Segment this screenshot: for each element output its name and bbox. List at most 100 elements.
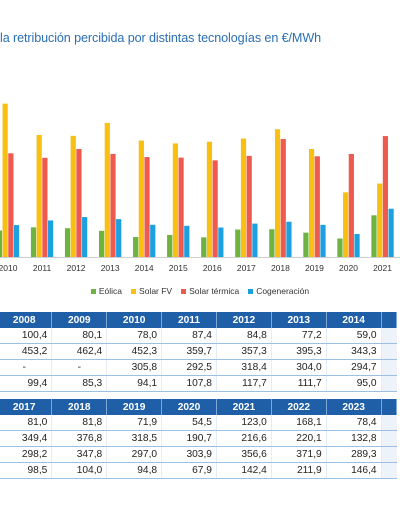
legend-item-solar-fv: Solar FV — [131, 286, 172, 296]
bar-cogeneracion-2020 — [354, 233, 360, 257]
year-header-overflow — [381, 312, 398, 328]
table-cell: 318,5 — [106, 430, 163, 447]
table-cell: 94,1 — [106, 375, 163, 392]
table-row: 99,4 85,3 94,1 107,8 117,7 111,7 95,0 — [0, 375, 397, 392]
bar-solar-fv-2011 — [36, 135, 42, 257]
table-cell: 107,8 — [161, 375, 217, 392]
table-cell: 78,4 — [326, 415, 382, 431]
table-cell: 297,0 — [106, 446, 163, 463]
bar-eolica-2014 — [133, 236, 139, 257]
table-cell: 462,4 — [51, 343, 108, 360]
bar-cogeneracion-2018 — [286, 221, 292, 257]
table-cell: 85,3 — [51, 375, 108, 392]
x-tick-label: 2016 — [203, 263, 222, 273]
bar-cogeneracion-2021 — [388, 208, 394, 257]
bar-solar-fv-2018 — [274, 129, 281, 257]
bar-solar-fv-2015 — [172, 143, 178, 257]
year-header: 2019 — [106, 399, 163, 415]
table-cell: 305,8 — [106, 359, 163, 376]
x-tick-label: 2019 — [305, 263, 324, 273]
table-cell: 359,7 — [161, 343, 217, 360]
table-cell-overflow — [381, 375, 397, 392]
table-cell: 190,7 — [161, 430, 217, 447]
bar-solar-fv-2016 — [206, 141, 213, 257]
legend-swatch-eolica — [90, 288, 96, 294]
x-tick-label: 2018 — [271, 263, 290, 273]
table-cell: 376,8 — [51, 430, 108, 447]
table-cell: 349,4 — [0, 430, 53, 447]
year-header: 2013 — [271, 312, 327, 328]
table-cell: 59,0 — [326, 328, 382, 344]
year-header: 2009 — [51, 312, 108, 328]
x-tick-label: 2011 — [33, 263, 52, 273]
table-cell: 95,0 — [326, 375, 382, 392]
year-header: 2020 — [161, 399, 217, 415]
bar-solar-termica-2021 — [382, 136, 388, 257]
table-cell: - — [0, 359, 53, 376]
bar-solar-termica-2014 — [144, 157, 150, 257]
table-cell: 99,4 — [0, 375, 53, 392]
table-row: 298,2 347,8 297,0 303,9 356,6 371,9 289,… — [0, 446, 397, 463]
table-cell-overflow — [381, 343, 397, 360]
bar-cogeneracion-2017 — [252, 223, 258, 257]
table-cell: 117,7 — [216, 375, 272, 392]
table-cell: 216,6 — [216, 430, 272, 447]
table-cell: 146,4 — [326, 462, 382, 479]
year-header-overflow — [381, 399, 398, 415]
bar-solar-fv-2014 — [138, 140, 144, 257]
year-header: 2012 — [216, 312, 272, 328]
x-tick-label: 2017 — [237, 263, 256, 273]
table-cell: 452,3 — [106, 343, 163, 360]
table-cell: 100,4 — [0, 328, 53, 344]
table-cell: 371,9 — [271, 446, 327, 463]
bar-solar-termica-2018 — [280, 139, 286, 257]
bar-eolica-2013 — [99, 230, 105, 257]
table-cell: 294,7 — [326, 359, 382, 376]
bar-solar-fv-2012 — [70, 135, 76, 257]
year-header: 2023 — [326, 399, 382, 415]
bar-cogeneracion-2016 — [218, 227, 224, 257]
x-tick-label: 2014 — [135, 263, 154, 273]
year-header: 2018 — [51, 399, 108, 415]
year-header: 2008 — [0, 312, 53, 328]
x-tick-label: 2010 — [0, 263, 18, 273]
table-cell: 54,5 — [161, 415, 217, 431]
bar-cogeneracion-2015 — [184, 225, 190, 257]
table-cell: 357,3 — [216, 343, 272, 360]
table-cell: 289,3 — [326, 446, 382, 463]
legend-item-solar-termica: Solar térmica — [181, 286, 239, 296]
year-header: 2011 — [161, 312, 217, 328]
bar-solar-fv-2021 — [377, 183, 383, 257]
legend-item-eolica: Eólica — [90, 286, 122, 296]
bar-solar-fv-2017 — [240, 138, 247, 257]
bar-cogeneracion-2014 — [150, 224, 156, 257]
table-row: 453,2 462,4 452,3 359,7 357,3 395,3 343,… — [0, 343, 397, 360]
year-header: 2021 — [216, 399, 272, 415]
bar-eolica-2021 — [371, 215, 377, 257]
table-cell-overflow — [381, 446, 397, 463]
table-cell: 87,4 — [161, 328, 217, 344]
table-header-row: 2017 2018 2019 2020 2021 2022 2023 — [0, 399, 398, 415]
legend-swatch-cogeneracion — [248, 288, 254, 294]
bar-solar-termica-2020 — [348, 153, 354, 257]
bar-eolica-2020 — [337, 238, 343, 257]
bar-solar-fv-2013 — [104, 122, 110, 257]
table-cell: 98,5 — [0, 462, 53, 479]
table-cell: - — [51, 359, 108, 376]
data-table-2017-2023: 2017 2018 2019 2020 2021 2022 2023 81,0 … — [0, 399, 398, 479]
table-cell: 104,0 — [51, 462, 108, 479]
bar-cogeneracion-2019 — [320, 224, 326, 257]
table-cell: 303,9 — [161, 446, 217, 463]
table-cell: 80,1 — [51, 328, 108, 344]
bar-cogeneracion-2013 — [116, 219, 122, 257]
bar-solar-termica-2013 — [110, 153, 116, 257]
year-header: 2022 — [271, 399, 327, 415]
bar-cogeneracion-2011 — [48, 220, 54, 257]
bar-solar-fv-2020 — [343, 192, 349, 257]
x-tick-label: 2013 — [101, 263, 120, 273]
bar-eolica-2016 — [201, 237, 207, 257]
bar-solar-termica-2019 — [314, 156, 320, 257]
table-cell: 168,1 — [271, 415, 327, 431]
table-cell: 220,1 — [271, 430, 327, 447]
table-cell: 132,8 — [326, 430, 382, 447]
